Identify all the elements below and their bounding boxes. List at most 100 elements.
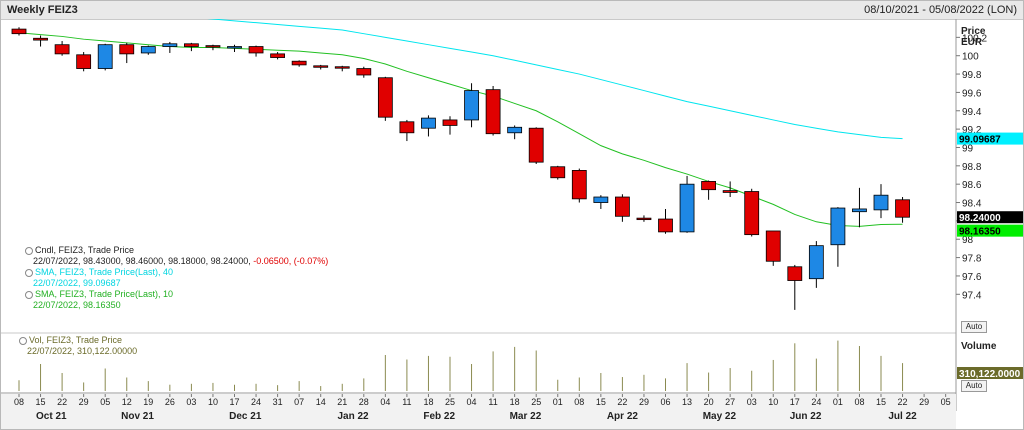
x-tick-label: 21 xyxy=(337,397,347,407)
time-axis-band xyxy=(1,394,956,429)
y-tick-label: 98.8 xyxy=(962,162,982,173)
x-tick-label: 24 xyxy=(811,397,821,407)
price-axis-label: Price xyxy=(961,26,986,37)
volume-legend-title: Vol, FEIZ3, Trade Price xyxy=(29,335,123,345)
price-auto-button[interactable]: Auto xyxy=(961,321,987,333)
x-tick-label: 05 xyxy=(941,397,951,407)
x-tick-label: 15 xyxy=(596,397,606,407)
x-tick-label: 08 xyxy=(574,397,584,407)
candle-body xyxy=(76,54,92,69)
last-price-tag xyxy=(957,211,1023,224)
x-tick-label: 27 xyxy=(725,397,735,407)
volume-legend[interactable]: Vol, FEIZ3, Trade Price 22/07/2022, 310,… xyxy=(19,335,137,357)
candle-body xyxy=(119,44,135,55)
candle-body xyxy=(377,77,393,118)
x-tick-label: 18 xyxy=(510,397,520,407)
sma10-tag xyxy=(957,224,1023,237)
last-price-tag-value: 98.24000 xyxy=(959,213,1001,224)
legend-settings-icon[interactable] xyxy=(25,246,33,255)
x-tick-label: 13 xyxy=(682,397,692,407)
y-tick-label: 98.6 xyxy=(962,180,982,191)
volume-tag-value: 310,122.0000 xyxy=(959,369,1021,380)
x-tick-label: 06 xyxy=(660,397,670,407)
y-tick-label: 99.2 xyxy=(962,125,982,136)
x-tick-label: 26 xyxy=(165,397,175,407)
candle-legend-change: -0.06500, (-0.07%) xyxy=(253,256,329,266)
chart-canvas[interactable]: 97.4 97.6 97.8 98 98.4 98.6 98.8 99 99.2 99.4 99.6… xyxy=(1,19,1023,429)
candle-body xyxy=(528,127,544,163)
month-label: Mar 22 xyxy=(510,411,542,422)
x-tick-label: 17 xyxy=(790,397,800,407)
title-bar: Weekly FEIZ3 08/10/2021 - 05/08/2022 (LO… xyxy=(1,1,1023,20)
candles xyxy=(11,27,910,310)
candle-body xyxy=(744,191,760,236)
candle-body xyxy=(313,65,329,68)
legend-settings-icon[interactable] xyxy=(19,336,27,345)
candle-body xyxy=(722,190,738,193)
volume-tag xyxy=(957,367,1023,379)
sma40-legend-value: 22/07/2022, 99.09687 xyxy=(33,278,121,288)
candle-body xyxy=(830,207,846,246)
y-tick-label: 97.4 xyxy=(962,290,982,301)
sma40-legend-title: SMA, FEIZ3, Trade Price(Last), 40 xyxy=(35,267,174,277)
month-label: Jun 22 xyxy=(790,411,822,422)
candle-body xyxy=(183,43,199,47)
x-tick-label: 03 xyxy=(747,397,757,407)
month-label: Dec 21 xyxy=(229,411,262,422)
x-tick-label: 31 xyxy=(273,397,283,407)
y-tick-label: 99.6 xyxy=(962,88,982,99)
y-tick-label: 97.8 xyxy=(962,254,982,265)
sma10-line xyxy=(18,32,903,227)
x-tick-label: 25 xyxy=(445,397,455,407)
candle-body xyxy=(227,46,242,49)
x-tick-label: 20 xyxy=(704,397,714,407)
candle-body xyxy=(205,45,221,48)
x-tick-label: 29 xyxy=(79,397,89,407)
y-tick-label: 99 xyxy=(962,143,974,154)
month-label: Nov 21 xyxy=(121,411,154,422)
x-tick-label: 29 xyxy=(919,397,929,407)
x-tick-label: 12 xyxy=(122,397,132,407)
x-tick-label: 04 xyxy=(380,397,390,407)
month-label: Apr 22 xyxy=(607,411,639,422)
x-tick-label: 14 xyxy=(316,397,326,407)
volume-auto-button[interactable]: Auto xyxy=(961,380,987,392)
chart-title: Weekly FEIZ3 xyxy=(7,4,78,16)
x-tick-label: 01 xyxy=(553,397,563,407)
candle-body xyxy=(808,245,824,280)
y-tick-label: 98.4 xyxy=(962,199,982,210)
sma10-legend-title: SMA, FEIZ3, Trade Price(Last), 10 xyxy=(35,289,174,299)
price-axis-title: Price EUR xyxy=(961,26,985,48)
x-tick-label: 07 xyxy=(294,397,304,407)
sma40-tag xyxy=(957,132,1023,145)
x-tick-label: 04 xyxy=(467,397,477,407)
candle-body xyxy=(291,60,307,66)
legend-settings-icon[interactable] xyxy=(25,290,33,299)
x-tick-label: 08 xyxy=(14,397,24,407)
x-tick-label: 22 xyxy=(898,397,908,407)
candle-body xyxy=(852,208,867,213)
candle-body xyxy=(615,196,630,217)
candle-body xyxy=(787,266,803,281)
candle-body xyxy=(54,44,70,55)
candle-body xyxy=(873,194,889,211)
x-tick-label: 01 xyxy=(833,397,843,407)
x-tick-label: 15 xyxy=(876,397,886,407)
candle-legend[interactable]: Cndl, FEIZ3, Trade Price 22/07/2022, 98.… xyxy=(25,245,328,311)
sma10-tag-value: 98.16350 xyxy=(959,227,1001,238)
price-axis: 97.4 97.6 97.8 98 98.4 98.6 98.8 99 99.2 99.4 99.6… xyxy=(956,33,987,301)
candle-body xyxy=(636,217,652,221)
legend-settings-icon[interactable] xyxy=(25,268,33,277)
month-label: May 22 xyxy=(703,411,737,422)
x-tick-label: 11 xyxy=(488,397,497,407)
candle-body xyxy=(679,183,695,233)
candle-body xyxy=(550,166,566,179)
candle-body xyxy=(765,230,781,262)
x-tick-label: 08 xyxy=(854,397,864,407)
volume-legend-value: 22/07/2022, 310,122.00000 xyxy=(27,346,138,356)
y-tick-label: 99.8 xyxy=(962,70,982,81)
x-tick-label: 29 xyxy=(639,397,649,407)
candle-body xyxy=(162,43,178,47)
x-tick-label: 17 xyxy=(229,397,239,407)
